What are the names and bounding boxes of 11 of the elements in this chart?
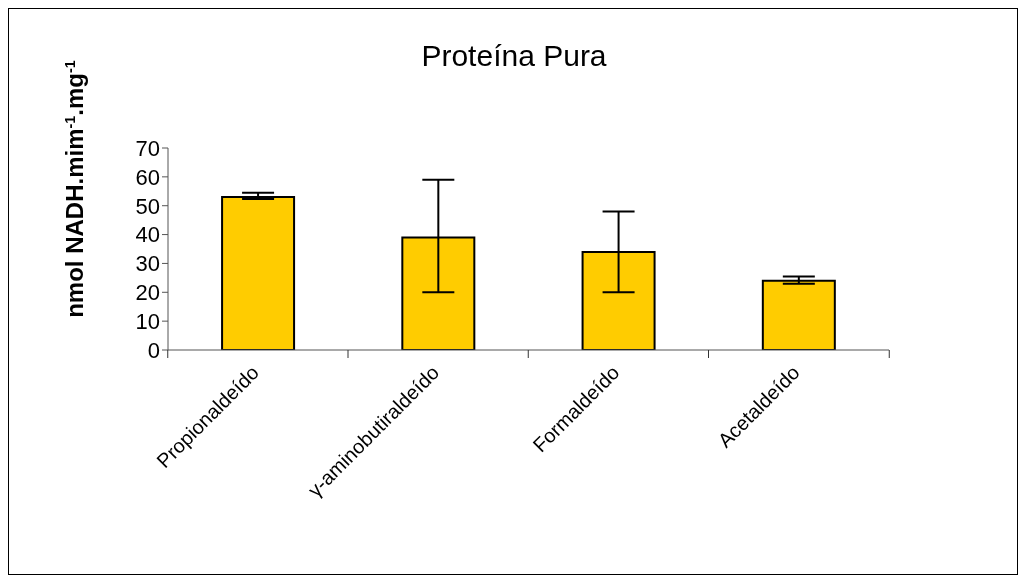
y-tick-label: 30 [135, 251, 160, 277]
y-tick-label: 50 [135, 193, 160, 219]
y-tick-label: 10 [135, 308, 160, 334]
bar [761, 279, 836, 350]
y-tick-label: 0 [147, 337, 160, 363]
y-tick-label: 60 [135, 164, 160, 190]
y-tick-label: 70 [135, 135, 160, 161]
y-tick-label: 40 [135, 222, 160, 248]
bar [221, 196, 296, 350]
y-tick-label: 20 [135, 280, 160, 306]
chart-title: Proteína Pura [421, 39, 607, 72]
